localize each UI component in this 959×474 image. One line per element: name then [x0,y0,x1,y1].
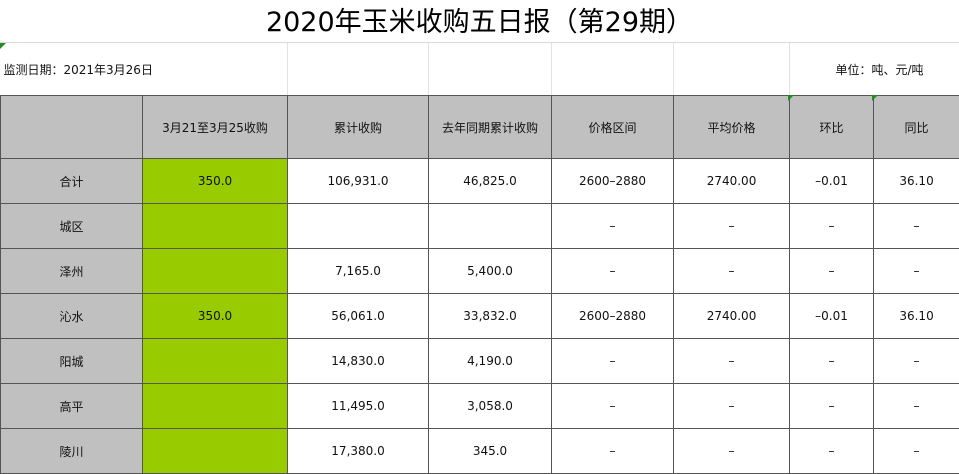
cell-weekly[interactable] [143,429,288,474]
cell-cumulative[interactable] [288,204,429,249]
cell-region[interactable]: 高平 [1,384,143,429]
table-row: 城区–––– [1,204,959,249]
cell[interactable] [288,43,429,96]
cell-yoy[interactable]: – [874,204,959,249]
header-row: 3月21至3月25收购 累计收购 去年同期累计收购 价格区间 平均价格 环比 同… [1,96,959,159]
column-header[interactable]: 价格区间 [552,96,674,159]
cell-yoy[interactable]: – [874,249,959,294]
cell-price-range[interactable]: – [552,429,674,474]
cell-mom[interactable]: –0.01 [790,159,874,204]
cell-mom[interactable]: – [790,204,874,249]
cell-price-range[interactable]: – [552,384,674,429]
cell-avg-price[interactable]: – [674,384,790,429]
cell-last-year[interactable]: 46,825.0 [429,159,552,204]
cell-region[interactable]: 沁水 [1,294,143,339]
cell-avg-price[interactable]: – [674,339,790,384]
column-header[interactable]: 累计收购 [288,96,429,159]
cell-last-year[interactable]: 5,400.0 [429,249,552,294]
column-header[interactable]: 去年同期累计收购 [429,96,552,159]
cell-weekly[interactable]: 350.0 [143,294,288,339]
cell-weekly[interactable] [143,204,288,249]
cell-price-range[interactable]: 2600–2880 [552,159,674,204]
cell-weekly[interactable] [143,249,288,294]
cell-last-year[interactable]: 3,058.0 [429,384,552,429]
cell-yoy[interactable]: – [874,384,959,429]
cell-cumulative[interactable]: 11,495.0 [288,384,429,429]
cell-price-range[interactable]: – [552,339,674,384]
cell-region[interactable]: 合计 [1,159,143,204]
cell-cumulative[interactable]: 14,830.0 [288,339,429,384]
cell-cumulative[interactable]: 7,165.0 [288,249,429,294]
cell-yoy[interactable]: 36.10 [874,159,959,204]
cell-last-year[interactable]: 345.0 [429,429,552,474]
cell-cumulative[interactable]: 17,380.0 [288,429,429,474]
cell-mom[interactable]: –0.01 [790,294,874,339]
cell[interactable] [429,43,552,96]
monitor-date[interactable]: 监测日期：2021年3月26日 [1,43,288,96]
unit-label[interactable]: 单位：吨、元/吨 [790,43,959,96]
cell-weekly[interactable] [143,384,288,429]
cell[interactable] [674,43,790,96]
cell-avg-price[interactable]: – [674,204,790,249]
cell-avg-price[interactable]: – [674,429,790,474]
column-header[interactable]: 环比 [790,96,874,159]
cell-mom[interactable]: – [790,249,874,294]
cell-weekly[interactable] [143,339,288,384]
column-header[interactable]: 同比 [874,96,959,159]
cell-note-marker [872,95,878,101]
cell-price-range[interactable]: – [552,204,674,249]
cell-last-year[interactable] [429,204,552,249]
cell-last-year[interactable]: 4,190.0 [429,339,552,384]
cell-price-range[interactable]: – [552,249,674,294]
cell-mom[interactable]: – [790,429,874,474]
cell-avg-price[interactable]: 2740.00 [674,159,790,204]
cell-yoy[interactable]: – [874,429,959,474]
cell-mom[interactable]: – [790,384,874,429]
cell-weekly[interactable]: 350.0 [143,159,288,204]
cell-yoy[interactable]: – [874,339,959,384]
cell-cumulative[interactable]: 56,061.0 [288,294,429,339]
cell-mom[interactable]: – [790,339,874,384]
cell-last-year[interactable]: 33,832.0 [429,294,552,339]
cell-region[interactable]: 城区 [1,204,143,249]
purchase-table: 监测日期：2021年3月26日 单位：吨、元/吨 3月21至3月25收购 累计收… [0,43,959,474]
cell-price-range[interactable]: 2600–2880 [552,294,674,339]
cell-yoy[interactable]: 36.10 [874,294,959,339]
cell-avg-price[interactable]: – [674,249,790,294]
cell-cumulative[interactable]: 106,931.0 [288,159,429,204]
cell-note-marker [788,95,794,101]
column-header[interactable]: 3月21至3月25收购 [143,96,288,159]
cell-region[interactable]: 阳城 [1,339,143,384]
meta-row: 监测日期：2021年3月26日 单位：吨、元/吨 [1,43,959,96]
report-title: 2020年玉米收购五日报（第29期） [0,0,959,43]
cell-note-marker [0,43,6,49]
cell-avg-price[interactable]: 2740.00 [674,294,790,339]
cell-region[interactable]: 泽州 [1,249,143,294]
column-header[interactable] [1,96,143,159]
cell-region[interactable]: 陵川 [1,429,143,474]
cell[interactable] [552,43,674,96]
column-header[interactable]: 平均价格 [674,96,790,159]
